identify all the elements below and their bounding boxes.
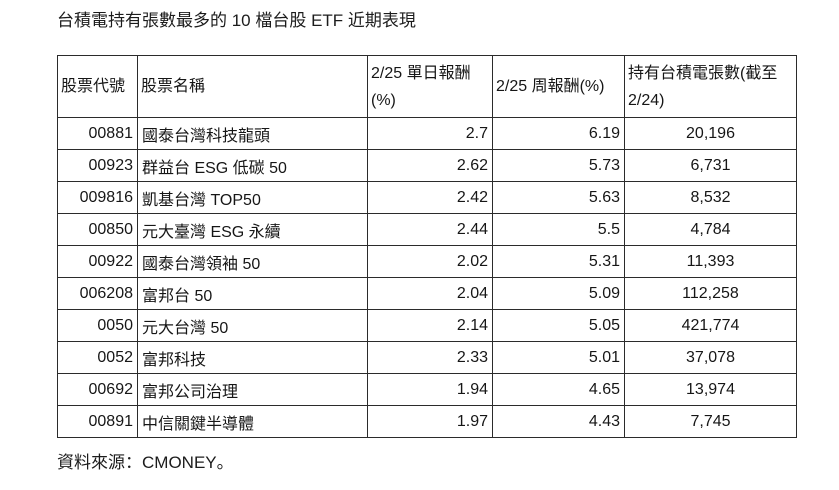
stock-code-cell: 006208 — [57, 277, 138, 310]
stock-name-cell: 凱基台灣 TOP50 — [137, 181, 368, 214]
stock-name-cell: 國泰台灣科技龍頭 — [137, 117, 368, 150]
stock-code-cell: 00881 — [57, 117, 138, 150]
day-return-cell: 2.04 — [367, 277, 493, 310]
week-return-cell: 5.73 — [492, 149, 625, 182]
stock-name-cell: 富邦公司治理 — [137, 373, 368, 406]
tsmc-shares-cell: 8,532 — [624, 181, 797, 214]
week-return-cell: 5.05 — [492, 309, 625, 342]
stock-name-cell: 中信關鍵半導體 — [137, 405, 368, 438]
col-header-tsmc-shares: 持有台積電張數(截至 2/24) — [624, 55, 797, 118]
day-return-cell: 1.97 — [367, 405, 493, 438]
week-return-cell: 6.19 — [492, 117, 625, 150]
table-row: 00881 國泰台灣科技龍頭 2.7 6.19 20,196 — [57, 117, 797, 150]
stock-code-cell: 00692 — [57, 373, 138, 406]
col-header-stock-name: 股票名稱 — [137, 55, 368, 118]
table-row: 009816 凱基台灣 TOP50 2.42 5.63 8,532 — [57, 181, 797, 214]
table-row: 00923 群益台 ESG 低碳 50 2.62 5.73 6,731 — [57, 149, 797, 182]
table-row: 0050 元大台灣 50 2.14 5.05 421,774 — [57, 309, 797, 342]
tsmc-shares-cell: 4,784 — [624, 213, 797, 246]
tsmc-shares-cell: 37,078 — [624, 341, 797, 374]
table-row: 0052 富邦科技 2.33 5.01 37,078 — [57, 341, 797, 374]
week-return-cell: 5.01 — [492, 341, 625, 374]
stock-code-cell: 00923 — [57, 149, 138, 182]
stock-name-cell: 國泰台灣領袖 50 — [137, 245, 368, 278]
stock-code-cell: 00891 — [57, 405, 138, 438]
col-header-stock-code: 股票代號 — [57, 55, 138, 118]
stock-code-cell: 009816 — [57, 181, 138, 214]
table-row: 00922 國泰台灣領袖 50 2.02 5.31 11,393 — [57, 245, 797, 278]
tsmc-shares-cell: 421,774 — [624, 309, 797, 342]
etf-table: 股票代號 股票名稱 2/25 單日報酬(%) 2/25 周報酬(%) 持有台積電… — [57, 55, 797, 438]
stock-code-cell: 0050 — [57, 309, 138, 342]
stock-name-cell: 元大台灣 50 — [137, 309, 368, 342]
header-row: 股票代號 股票名稱 2/25 單日報酬(%) 2/25 周報酬(%) 持有台積電… — [57, 55, 797, 118]
tsmc-shares-cell: 6,731 — [624, 149, 797, 182]
tsmc-shares-cell: 20,196 — [624, 117, 797, 150]
etf-table-body: 00881 國泰台灣科技龍頭 2.7 6.19 20,196 00923 群益台 ESG 低… — [57, 117, 797, 438]
day-return-cell: 2.62 — [367, 149, 493, 182]
day-return-cell: 2.14 — [367, 309, 493, 342]
table-row: 006208 富邦台 50 2.04 5.09 112,258 — [57, 277, 797, 310]
stock-name-cell: 元大臺灣 ESG 永續 — [137, 213, 368, 246]
col-header-week-return: 2/25 周報酬(%) — [492, 55, 625, 118]
tsmc-shares-cell: 112,258 — [624, 277, 797, 310]
tsmc-shares-cell: 13,974 — [624, 373, 797, 406]
source-note: 資料來源：CMONEY。 — [57, 453, 234, 472]
stock-code-cell: 0052 — [57, 341, 138, 374]
week-return-cell: 5.63 — [492, 181, 625, 214]
stock-code-cell: 00850 — [57, 213, 138, 246]
article-table-figure: 台積電持有張數最多的 10 檔台股 ETF 近期表現 股票代號 股票名稱 2/2… — [57, 11, 797, 472]
week-return-cell: 4.43 — [492, 405, 625, 438]
stock-name-cell: 富邦科技 — [137, 341, 368, 374]
day-return-cell: 1.94 — [367, 373, 493, 406]
week-return-cell: 5.5 — [492, 213, 625, 246]
stock-name-cell: 富邦台 50 — [137, 277, 368, 310]
tsmc-shares-cell: 11,393 — [624, 245, 797, 278]
col-header-day-return: 2/25 單日報酬(%) — [367, 55, 493, 118]
stock-name-cell: 群益台 ESG 低碳 50 — [137, 149, 368, 182]
week-return-cell: 5.09 — [492, 277, 625, 310]
page-title: 台積電持有張數最多的 10 檔台股 ETF 近期表現 — [57, 11, 416, 30]
table-row: 00891 中信關鍵半導體 1.97 4.43 7,745 — [57, 405, 797, 438]
week-return-cell: 5.31 — [492, 245, 625, 278]
day-return-cell: 2.42 — [367, 181, 493, 214]
week-return-cell: 4.65 — [492, 373, 625, 406]
day-return-cell: 2.44 — [367, 213, 493, 246]
stock-code-cell: 00922 — [57, 245, 138, 278]
day-return-cell: 2.02 — [367, 245, 493, 278]
table-row: 00850 元大臺灣 ESG 永續 2.44 5.5 4,784 — [57, 213, 797, 246]
day-return-cell: 2.33 — [367, 341, 493, 374]
day-return-cell: 2.7 — [367, 117, 493, 150]
tsmc-shares-cell: 7,745 — [624, 405, 797, 438]
table-row: 00692 富邦公司治理 1.94 4.65 13,974 — [57, 373, 797, 406]
